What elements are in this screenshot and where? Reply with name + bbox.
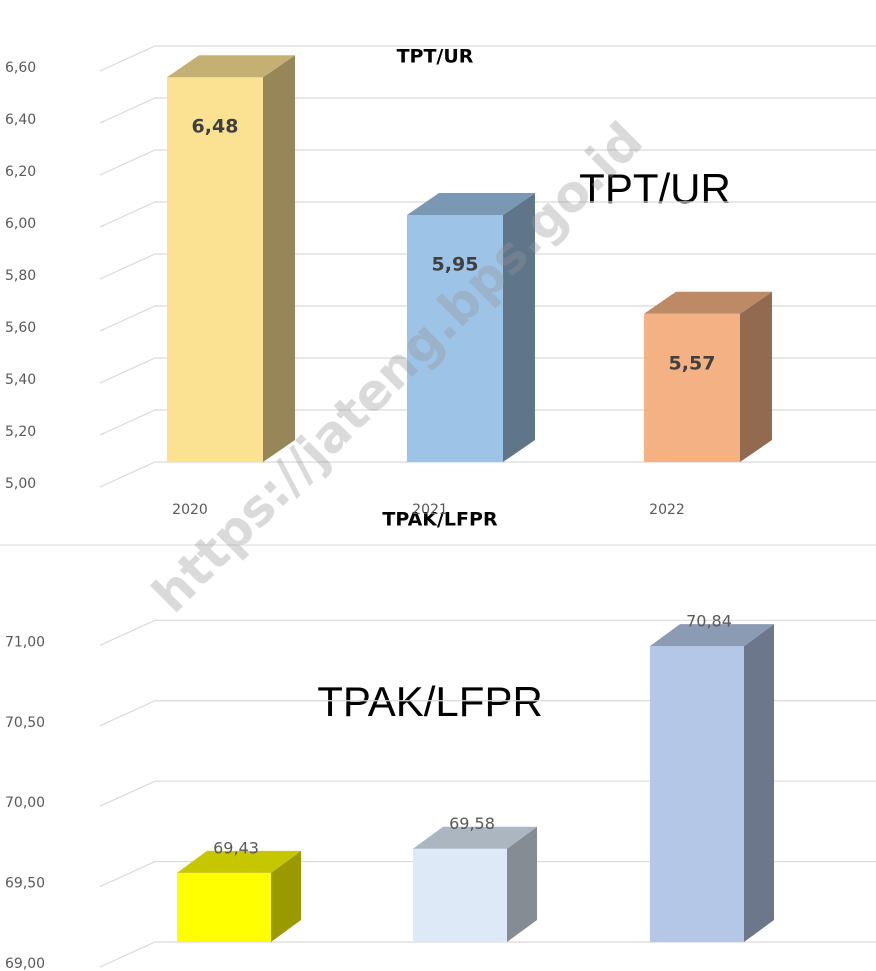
value-label: 69,43 [213, 838, 259, 857]
value-label: 69,58 [449, 814, 495, 833]
bar-top [650, 624, 774, 647]
bar [177, 850, 301, 942]
chart-title: TPT/UR [397, 46, 474, 68]
bar-side [503, 193, 535, 462]
chart-label: TPAK/LFPR [317, 678, 543, 725]
bar-side [740, 291, 772, 462]
grid-line [99, 357, 876, 384]
grid-line [99, 253, 876, 280]
bar-top [413, 826, 537, 849]
chart-label: TPT/UR [579, 165, 731, 212]
bars [167, 55, 774, 942]
y-tick-label: 70,00 [5, 795, 45, 811]
bar [650, 624, 774, 942]
bar-front [177, 872, 271, 942]
bar-front [644, 313, 740, 462]
bar [167, 55, 295, 462]
grid-line [99, 305, 876, 332]
chart-title: TPAK/LFPR [382, 509, 498, 531]
grid-line [99, 461, 876, 488]
bar [413, 826, 537, 942]
y-tick-label: 6,20 [5, 164, 36, 180]
grid-line [99, 860, 876, 888]
bar-front [650, 646, 744, 942]
y-tick-label: 5,20 [5, 424, 36, 440]
value-label: 70,84 [686, 612, 732, 631]
grid-line [99, 45, 876, 72]
x-tick-label: 2021 [412, 502, 448, 518]
y-tick-label: 69,00 [5, 956, 45, 971]
bar-front [167, 77, 263, 462]
bar-front [407, 215, 503, 462]
grid-line [99, 201, 876, 228]
bar-top [167, 55, 295, 78]
y-tick-label: 5,00 [5, 476, 36, 492]
value-label: 5,95 [432, 254, 479, 276]
bar-side [744, 624, 774, 942]
bar-front [413, 848, 507, 942]
y-tick-label: 69,50 [5, 876, 45, 892]
y-tick-label: 6,40 [5, 112, 36, 128]
bar [407, 193, 535, 462]
bar-top [407, 193, 535, 215]
value-label: 5,57 [669, 352, 716, 374]
y-tick-label: 70,50 [5, 715, 45, 731]
y-tick-label: 5,60 [5, 320, 36, 336]
grid-line [99, 700, 876, 727]
grid-line [99, 780, 876, 807]
bar-side [507, 826, 537, 942]
y-tick-label: 5,40 [5, 372, 36, 388]
grid-line [99, 149, 876, 176]
y-tick-label: 6,00 [5, 216, 36, 232]
value-label: 6,48 [192, 116, 239, 138]
grid-line [99, 97, 876, 124]
bar [644, 291, 772, 462]
grid-line [99, 409, 876, 436]
x-tick-label: 2020 [172, 502, 208, 518]
grid [99, 45, 876, 968]
bar-side [271, 850, 301, 942]
grid-line [99, 619, 876, 646]
bar-side [263, 55, 295, 462]
bar-top [177, 850, 301, 873]
x-tick-label: 2022 [649, 502, 685, 518]
y-tick-label: 5,80 [5, 268, 36, 284]
y-tick-label: 71,00 [5, 634, 45, 650]
grid-line [99, 941, 876, 968]
y-tick-label: 6,60 [5, 60, 36, 76]
bar-top [644, 291, 772, 314]
